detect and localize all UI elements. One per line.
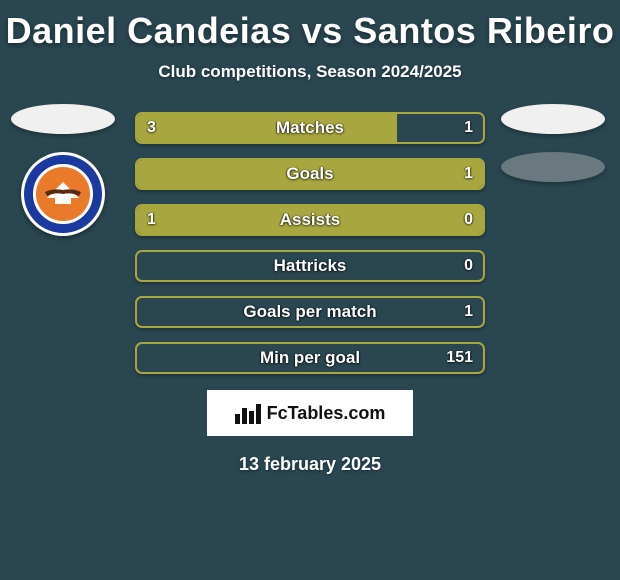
stat-label: Assists — [137, 210, 483, 230]
page-subtitle: Club competitions, Season 2024/2025 — [0, 62, 620, 82]
stat-bar-row: Goals1 — [135, 158, 485, 190]
stat-right-value: 1 — [464, 165, 473, 183]
stat-right-value: 151 — [446, 349, 473, 367]
left-player-column — [8, 104, 118, 236]
flag-right-icon — [501, 104, 605, 134]
stat-bar-row: 1Assists0 — [135, 204, 485, 236]
stat-label: Matches — [137, 118, 483, 138]
comparison-content: 3Matches1Goals11Assists0Hattricks0Goals … — [0, 112, 620, 374]
stat-bar-row: Min per goal151 — [135, 342, 485, 374]
chart-icon — [235, 402, 261, 424]
date-text: 13 february 2025 — [0, 454, 620, 475]
stat-label: Goals per match — [137, 302, 483, 322]
club-logo-left — [21, 152, 105, 236]
stat-label: Min per goal — [137, 348, 483, 368]
stat-right-value: 0 — [464, 257, 473, 275]
stat-bar-row: Goals per match1 — [135, 296, 485, 328]
stat-right-value: 1 — [464, 119, 473, 137]
stat-bars: 3Matches1Goals11Assists0Hattricks0Goals … — [135, 112, 485, 374]
stat-label: Goals — [137, 164, 483, 184]
club-logo-inner — [36, 167, 90, 221]
flag-left-icon — [11, 104, 115, 134]
stat-right-value: 1 — [464, 303, 473, 321]
stat-bar-row: 3Matches1 — [135, 112, 485, 144]
stat-bar-row: Hattricks0 — [135, 250, 485, 282]
attribution-text: FcTables.com — [267, 403, 386, 424]
stat-right-value: 0 — [464, 211, 473, 229]
right-player-column — [498, 104, 608, 182]
flag-right-icon-2 — [501, 152, 605, 182]
page-title: Daniel Candeias vs Santos Ribeiro — [0, 0, 620, 52]
eagle-icon — [41, 178, 85, 210]
stat-label: Hattricks — [137, 256, 483, 276]
attribution-badge: FcTables.com — [207, 390, 413, 436]
